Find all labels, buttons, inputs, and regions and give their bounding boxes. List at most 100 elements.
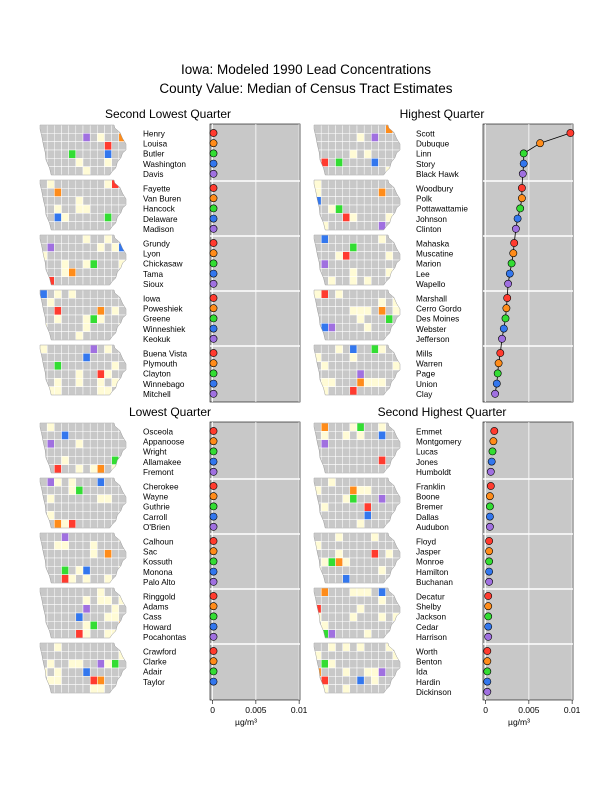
county <box>111 345 120 354</box>
county-highlighted <box>75 612 84 622</box>
county-highlighted <box>378 667 386 677</box>
county <box>371 574 379 583</box>
county <box>61 251 69 261</box>
county <box>335 612 343 622</box>
county-label: Bremer <box>416 503 443 512</box>
county-grid <box>40 643 126 693</box>
county <box>385 204 394 214</box>
county-earlier-ranked <box>82 166 91 175</box>
county <box>335 431 343 440</box>
county <box>75 502 84 512</box>
county <box>342 439 351 449</box>
county <box>371 464 379 473</box>
axis-tick-label: 0.005 <box>518 705 540 715</box>
data-point <box>518 194 526 203</box>
county <box>97 651 105 660</box>
county <box>97 158 105 167</box>
county-earlier-ranked <box>363 149 372 159</box>
county <box>54 486 62 495</box>
county <box>104 557 112 567</box>
county <box>371 235 379 244</box>
county-label: Jasper <box>416 548 441 557</box>
data-point <box>494 359 503 368</box>
county <box>68 533 77 542</box>
county <box>61 494 69 504</box>
county-highlighted <box>111 180 120 189</box>
county-earlier-ranked <box>328 204 336 214</box>
county <box>82 486 91 495</box>
county <box>68 235 77 244</box>
county <box>54 243 62 252</box>
county <box>342 353 351 362</box>
county-earlier-ranked <box>54 378 62 387</box>
county <box>356 251 365 261</box>
county-highlighted <box>75 486 84 495</box>
county <box>118 141 126 151</box>
data-point <box>209 612 218 621</box>
county <box>385 439 394 449</box>
county-earlier-ranked <box>118 684 126 693</box>
county <box>82 676 91 685</box>
county <box>97 213 105 222</box>
county <box>118 629 126 638</box>
county <box>342 361 351 371</box>
county <box>320 533 329 542</box>
county <box>363 447 372 457</box>
county <box>104 502 112 512</box>
county <box>378 314 386 324</box>
data-point <box>209 169 218 178</box>
county <box>75 447 84 457</box>
county <box>335 511 343 520</box>
county <box>320 125 329 134</box>
county-label: Clinton <box>416 225 442 234</box>
county <box>75 125 84 134</box>
county-earlier-ranked <box>356 643 365 652</box>
county <box>97 290 105 299</box>
county <box>89 494 98 504</box>
county <box>75 166 84 175</box>
county-label: Des Moines <box>416 315 459 324</box>
county-earlier-ranked <box>378 612 386 622</box>
county-label: Wright <box>143 448 167 457</box>
data-point <box>509 249 518 258</box>
county <box>335 149 343 159</box>
data-point <box>486 467 495 476</box>
county-earlier-ranked <box>314 180 322 189</box>
county <box>349 447 358 457</box>
county-label: Dallas <box>416 513 439 522</box>
data-point <box>566 129 575 137</box>
county <box>363 519 372 528</box>
county <box>363 268 372 277</box>
state-border <box>313 179 401 231</box>
county <box>68 306 77 316</box>
county <box>385 667 394 677</box>
county-label: Winnebago <box>143 380 185 389</box>
county <box>46 431 55 440</box>
county <box>385 511 394 520</box>
county <box>75 180 84 189</box>
county <box>46 125 55 134</box>
county <box>371 306 379 316</box>
county <box>61 149 69 159</box>
county <box>378 180 386 189</box>
county <box>75 549 84 559</box>
county-label: Scott <box>416 129 435 138</box>
county <box>356 235 365 244</box>
county <box>104 604 112 614</box>
county <box>89 456 98 465</box>
county-label: Chickasaw <box>143 260 183 269</box>
county <box>89 221 98 230</box>
county <box>46 345 55 354</box>
county <box>378 604 386 614</box>
county <box>392 196 400 206</box>
county <box>89 574 98 583</box>
county <box>363 386 372 395</box>
county-earlier-ranked <box>371 667 379 677</box>
county-highlighted <box>111 456 120 465</box>
county <box>342 221 351 230</box>
county <box>314 502 322 512</box>
county <box>320 549 329 559</box>
county <box>349 533 358 542</box>
county <box>335 243 343 252</box>
county <box>385 158 394 167</box>
